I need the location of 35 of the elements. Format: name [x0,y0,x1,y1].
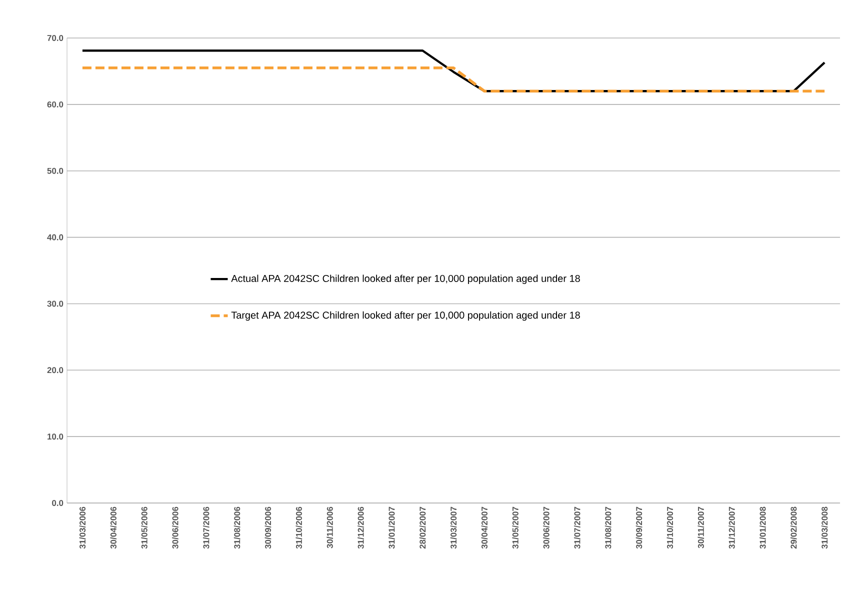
x-tick-label: 28/02/2007 [419,506,426,549]
x-tick-label: 31/03/2006 [79,506,86,549]
y-tick-label: 40.0 [47,234,64,240]
x-tick-label: 30/06/2006 [172,506,178,549]
x-tick-label: 31/01/2008 [760,506,766,549]
y-tick-label: 10.0 [48,434,64,440]
y-tick-label: 30.0 [47,300,64,307]
x-tick-label: 31/08/2007 [604,506,612,549]
x-tick-label: 30/11/2006 [326,506,333,548]
y-tick-label: 60.0 [47,101,64,108]
x-tick-label: 31/03/2008 [821,506,828,549]
x-tick-label: 30/11/2007 [698,506,704,548]
x-tick-label: 29/02/2008 [790,506,797,549]
y-tick-label: 20.0 [47,367,64,374]
x-tick-label: 30/09/2007 [636,506,642,549]
x-tick-label: 31/12/2007 [728,506,735,549]
x-tick-label: 31/08/2006 [234,506,240,549]
y-tick-label: 50.0 [47,168,64,174]
x-tick-label: 30/06/2007 [543,506,550,549]
x-tick-label: 31/05/2006 [141,506,148,549]
x-tick-label: 31/07/2006 [202,506,210,549]
x-tick-label: 31/05/2007 [512,506,518,549]
x-tick-label: 31/10/2006 [296,506,302,549]
x-tick-label: 31/12/2006 [358,506,364,549]
x-tick-label: 31/03/2007 [450,506,457,549]
x-tick-label: 31/01/2007 [388,506,395,549]
y-tick-label: 70.0 [47,35,64,41]
x-tick-label: 31/10/2007 [666,506,674,549]
y-tick-label: 0.0 [52,500,64,506]
x-tick-label: 30/04/2007 [481,506,488,549]
x-tick-label: 30/09/2006 [264,506,272,549]
x-tick-label: 31/07/2007 [574,506,580,549]
x-tick-label: 30/04/2006 [110,506,117,549]
legend-label: Actual APA 2042SC Children looked after per 10,000 population aged under 18 [231,274,580,284]
legend-label: Target APA 2042SC Children looked after per 10,000 population aged under 18 [231,311,580,321]
